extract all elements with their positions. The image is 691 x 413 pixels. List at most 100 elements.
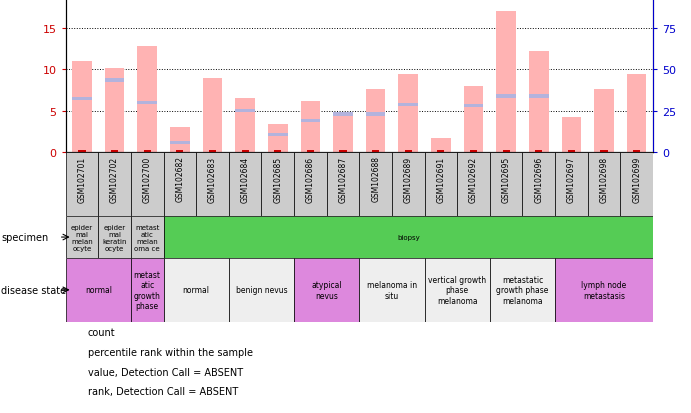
Bar xyxy=(588,153,621,217)
Bar xyxy=(261,153,294,217)
Bar xyxy=(366,90,386,153)
Bar xyxy=(301,120,320,123)
Bar xyxy=(229,258,294,322)
Text: metast
atic
melan
oma ce: metast atic melan oma ce xyxy=(135,224,160,251)
Bar xyxy=(66,217,98,258)
Bar xyxy=(633,151,641,153)
Text: value, Detection Call = ABSENT: value, Detection Call = ABSENT xyxy=(88,367,243,377)
Bar xyxy=(568,151,575,153)
Text: normal: normal xyxy=(182,286,209,294)
Bar xyxy=(562,118,581,153)
Bar xyxy=(209,151,216,153)
Text: GSM102683: GSM102683 xyxy=(208,156,217,202)
Bar xyxy=(274,151,281,153)
Bar xyxy=(555,153,588,217)
Text: specimen: specimen xyxy=(1,233,48,242)
Bar xyxy=(176,151,183,153)
Bar xyxy=(98,217,131,258)
Bar xyxy=(431,139,451,153)
Text: metast
atic
growth
phase: metast atic growth phase xyxy=(134,270,161,310)
Bar xyxy=(372,151,379,153)
Text: rank, Detection Call = ABSENT: rank, Detection Call = ABSENT xyxy=(88,387,238,396)
Text: GSM102689: GSM102689 xyxy=(404,156,413,202)
Bar xyxy=(621,153,653,217)
Bar xyxy=(359,258,424,322)
Text: epider
mal
melan
ocyte: epider mal melan ocyte xyxy=(71,224,93,251)
Bar xyxy=(111,151,118,153)
Bar xyxy=(424,153,457,217)
Bar xyxy=(66,258,131,322)
Bar xyxy=(536,151,542,153)
Bar xyxy=(555,258,653,322)
Bar xyxy=(470,151,477,153)
Bar xyxy=(359,153,392,217)
Bar xyxy=(405,151,412,153)
Text: atypical
nevus: atypical nevus xyxy=(312,280,342,300)
Text: GSM102702: GSM102702 xyxy=(110,156,119,202)
Bar xyxy=(268,125,287,153)
Bar xyxy=(229,153,261,217)
Bar xyxy=(131,153,164,217)
Text: biopsy: biopsy xyxy=(397,235,419,240)
Bar xyxy=(294,258,359,322)
Bar xyxy=(502,151,510,153)
Bar xyxy=(490,153,522,217)
Text: benign nevus: benign nevus xyxy=(236,286,287,294)
Bar xyxy=(464,105,483,108)
Bar xyxy=(196,153,229,217)
Text: GSM102699: GSM102699 xyxy=(632,156,641,202)
Bar xyxy=(594,90,614,153)
Text: percentile rank within the sample: percentile rank within the sample xyxy=(88,347,253,357)
Bar xyxy=(496,95,516,98)
Bar xyxy=(333,113,353,116)
Bar xyxy=(627,74,647,153)
Text: disease state: disease state xyxy=(1,285,66,295)
Bar xyxy=(164,217,653,258)
Bar xyxy=(131,217,164,258)
Bar xyxy=(236,99,255,153)
Bar xyxy=(600,151,607,153)
Bar xyxy=(242,151,249,153)
Bar xyxy=(301,102,320,153)
Bar xyxy=(437,151,444,153)
Bar xyxy=(294,153,327,217)
Bar xyxy=(366,113,386,116)
Bar xyxy=(164,153,196,217)
Bar xyxy=(170,141,189,145)
Bar xyxy=(307,151,314,153)
Bar xyxy=(131,258,164,322)
Text: normal: normal xyxy=(85,286,112,294)
Bar xyxy=(424,258,490,322)
Bar xyxy=(66,153,98,217)
Bar xyxy=(522,153,555,217)
Text: GSM102700: GSM102700 xyxy=(143,156,152,202)
Bar xyxy=(72,97,92,101)
Text: GSM102687: GSM102687 xyxy=(339,156,348,202)
Text: GSM102697: GSM102697 xyxy=(567,156,576,202)
Bar xyxy=(490,258,555,322)
Bar xyxy=(339,151,347,153)
Text: melanoma in
situ: melanoma in situ xyxy=(367,280,417,300)
Text: GSM102696: GSM102696 xyxy=(534,156,543,202)
Text: GSM102684: GSM102684 xyxy=(240,156,249,202)
Bar xyxy=(457,153,490,217)
Bar xyxy=(78,151,86,153)
Bar xyxy=(138,47,157,153)
Bar xyxy=(496,12,516,153)
Bar xyxy=(105,79,124,83)
Bar xyxy=(138,102,157,105)
Text: GSM102685: GSM102685 xyxy=(273,156,282,202)
Bar xyxy=(333,116,353,153)
Bar xyxy=(170,128,189,153)
Text: GSM102695: GSM102695 xyxy=(502,156,511,202)
Bar xyxy=(105,69,124,153)
Bar xyxy=(72,62,92,153)
Bar xyxy=(529,52,549,153)
Bar xyxy=(327,153,359,217)
Bar xyxy=(164,258,229,322)
Text: metastatic
growth phase
melanoma: metastatic growth phase melanoma xyxy=(496,275,549,305)
Text: GSM102691: GSM102691 xyxy=(437,156,446,202)
Bar xyxy=(268,134,287,137)
Text: GSM102686: GSM102686 xyxy=(306,156,315,202)
Text: GSM102692: GSM102692 xyxy=(469,156,478,202)
